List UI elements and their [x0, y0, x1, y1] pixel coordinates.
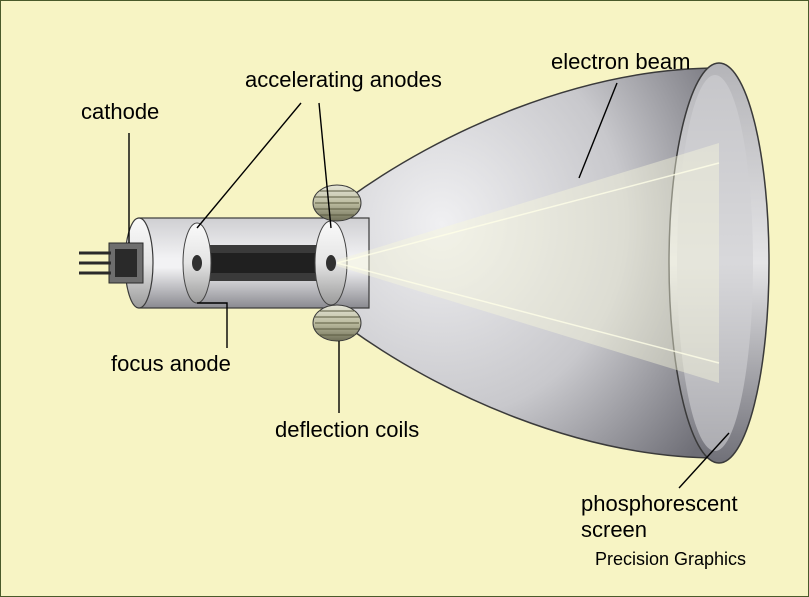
- label-phosphorescent-screen: phosphorescent screen: [581, 491, 738, 544]
- label-electron-beam: electron beam: [551, 49, 690, 75]
- deflection-coil-top: [313, 185, 361, 221]
- credit-text: Precision Graphics: [595, 549, 746, 571]
- focus-anode-aperture: [192, 255, 202, 271]
- anode-disk-2-aperture: [326, 255, 336, 271]
- label-accelerating-anodes: accelerating anodes: [245, 67, 442, 93]
- label-deflection-coils: deflection coils: [275, 417, 419, 443]
- cathode: [79, 243, 143, 283]
- crt-body: [79, 63, 769, 463]
- leader-anode-1: [197, 103, 301, 228]
- leader-focus-anode: [197, 303, 227, 348]
- deflection-coil-bottom: [313, 305, 361, 341]
- label-cathode: cathode: [81, 99, 159, 125]
- label-focus-anode: focus anode: [111, 351, 231, 377]
